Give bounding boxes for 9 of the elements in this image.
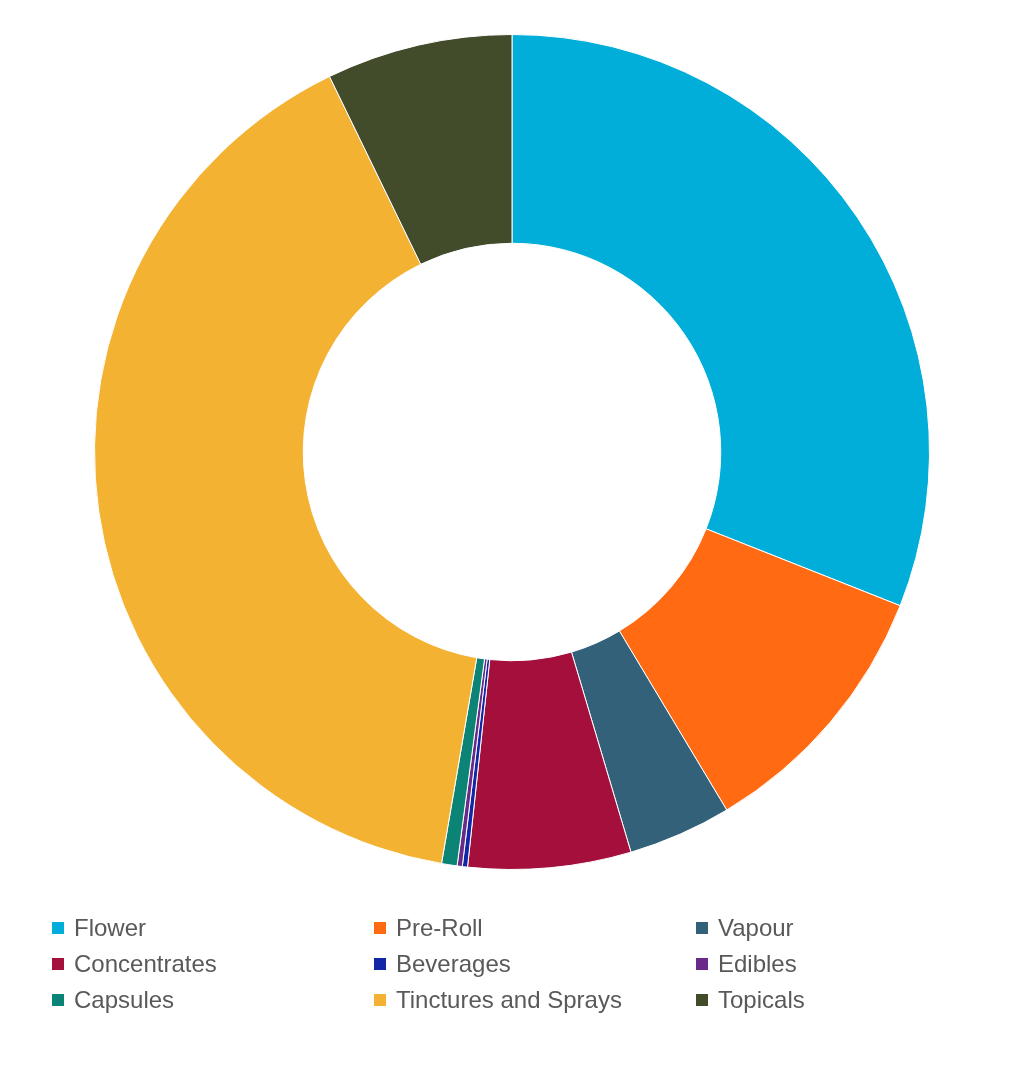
legend-label: Flower	[74, 914, 147, 942]
legend-label: Edibles	[718, 950, 797, 978]
legend-label: Capsules	[74, 986, 175, 1014]
legend-label: Vapour	[718, 914, 794, 942]
legend-label: Beverages	[396, 950, 511, 978]
legend-label: Pre-Roll	[396, 914, 483, 942]
legend-label: Concentrates	[74, 950, 217, 978]
legend-label: Tinctures and Sprays	[396, 986, 622, 1014]
legend-label: Topicals	[718, 986, 805, 1014]
